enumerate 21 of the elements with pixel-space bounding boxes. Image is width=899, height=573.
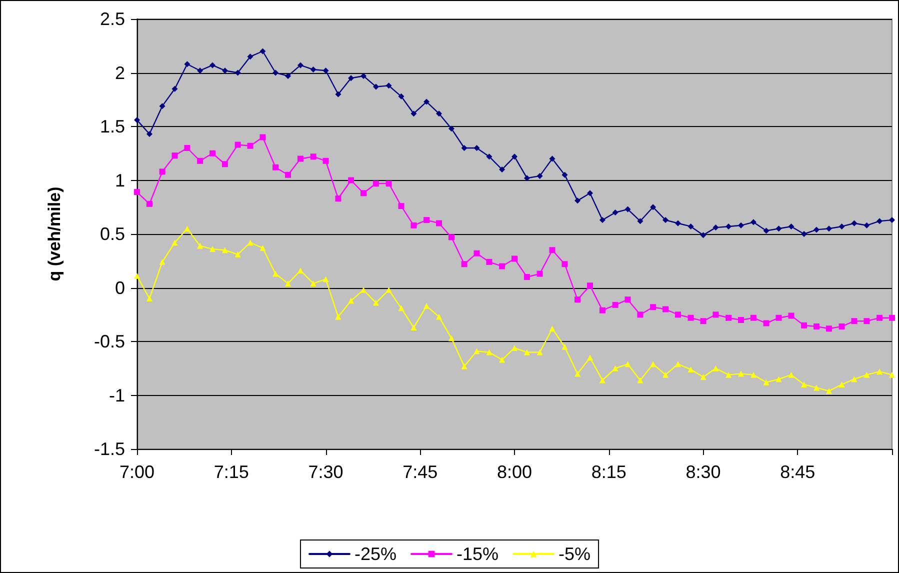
legend-label: -25%	[354, 544, 397, 564]
x-tick-label: 7:00	[119, 462, 155, 482]
y-tick-label: 2.5	[100, 9, 125, 29]
y-tick-label: -1.5	[94, 439, 125, 459]
legend-label: -15%	[456, 544, 499, 564]
y-tick-label: 2	[114, 62, 125, 83]
y-tick-label: 0	[114, 278, 125, 298]
y-axis-title: q (veh/mile)	[45, 186, 64, 282]
x-tick-label: 8:45	[780, 462, 816, 482]
x-tick-label: 8:00	[496, 462, 532, 482]
x-tick-label: 8:15	[591, 462, 626, 482]
x-tick-label: 7:15	[214, 462, 249, 482]
x-tick-label: 7:45	[402, 462, 438, 482]
legend-label: -5%	[558, 544, 591, 564]
y-tick-label: 0.5	[100, 224, 125, 244]
x-tick-label: 8:30	[686, 462, 721, 482]
x-tick-label: 7:30	[308, 462, 344, 482]
y-tick-label: -1	[108, 385, 125, 406]
y-tick-label: -0.5	[94, 332, 125, 352]
y-tick-label: 1.5	[100, 116, 125, 136]
y-tick-label: 1	[114, 170, 125, 190]
